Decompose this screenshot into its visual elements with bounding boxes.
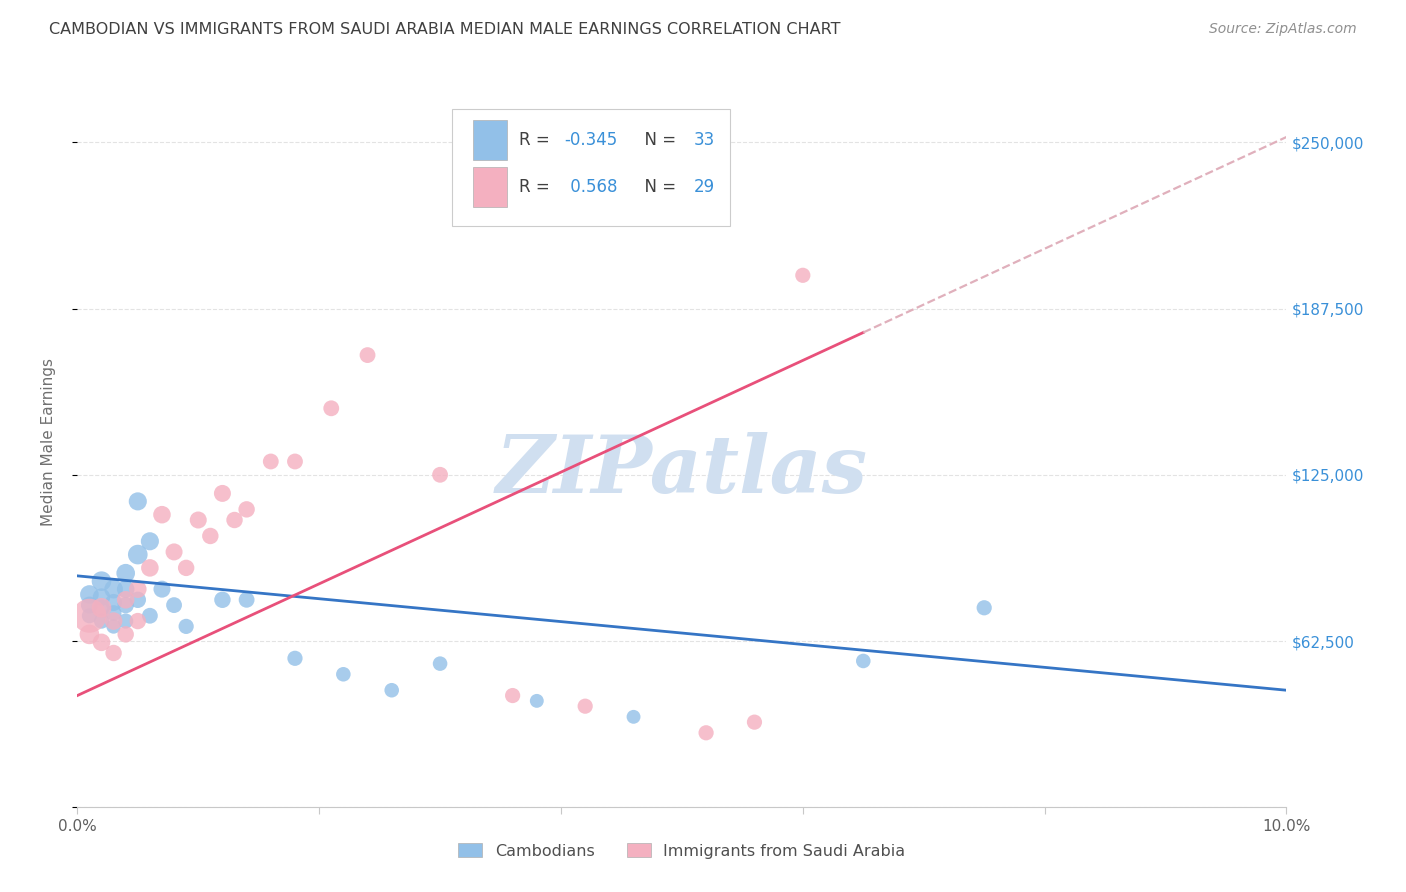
Point <box>174 619 197 633</box>
Point <box>526 694 548 708</box>
Point <box>695 726 717 740</box>
Point <box>150 508 173 522</box>
Point <box>429 657 451 671</box>
Point <box>79 598 101 612</box>
Point <box>90 574 112 589</box>
Point <box>103 595 125 609</box>
Point <box>139 561 162 575</box>
Point <box>114 566 136 581</box>
Point <box>127 582 149 596</box>
Point <box>103 582 125 596</box>
Point <box>321 401 343 416</box>
Legend: Cambodians, Immigrants from Saudi Arabia: Cambodians, Immigrants from Saudi Arabia <box>451 837 912 865</box>
Point <box>574 699 596 714</box>
Point <box>260 454 283 468</box>
Text: N =: N = <box>634 178 681 196</box>
Point <box>127 494 149 508</box>
Point <box>744 715 766 730</box>
Point <box>792 268 814 283</box>
Text: CAMBODIAN VS IMMIGRANTS FROM SAUDI ARABIA MEDIAN MALE EARNINGS CORRELATION CHART: CAMBODIAN VS IMMIGRANTS FROM SAUDI ARABI… <box>49 22 841 37</box>
Text: R =: R = <box>519 178 560 196</box>
Text: Source: ZipAtlas.com: Source: ZipAtlas.com <box>1209 22 1357 37</box>
Point <box>114 592 136 607</box>
Point <box>284 454 307 468</box>
Point <box>200 529 222 543</box>
Point <box>235 502 257 516</box>
FancyBboxPatch shape <box>472 167 506 208</box>
Point <box>163 545 186 559</box>
Point <box>103 614 125 628</box>
Point <box>103 619 125 633</box>
Point <box>973 600 995 615</box>
Point <box>90 614 112 628</box>
Point <box>139 608 162 623</box>
Point <box>623 710 645 724</box>
Point <box>127 548 149 562</box>
Point <box>187 513 209 527</box>
Point <box>114 614 136 628</box>
Point <box>502 689 524 703</box>
Point <box>381 683 404 698</box>
Point <box>90 600 112 615</box>
Point <box>332 667 354 681</box>
Text: 33: 33 <box>695 131 716 149</box>
Point <box>90 600 112 615</box>
Point <box>224 513 246 527</box>
Text: R =: R = <box>519 131 555 149</box>
Point <box>79 608 101 623</box>
Point <box>114 627 136 641</box>
Point <box>114 598 136 612</box>
Point <box>103 606 125 620</box>
Point <box>150 582 173 596</box>
FancyBboxPatch shape <box>453 109 730 226</box>
Text: N =: N = <box>634 131 681 149</box>
Point <box>127 614 149 628</box>
Text: -0.345: -0.345 <box>565 131 617 149</box>
Point <box>284 651 307 665</box>
Point <box>163 598 186 612</box>
Point <box>429 467 451 482</box>
Point <box>127 592 149 607</box>
Point <box>79 627 101 641</box>
Point <box>211 592 233 607</box>
Point <box>103 646 125 660</box>
FancyBboxPatch shape <box>472 120 506 160</box>
Point <box>356 348 378 362</box>
Y-axis label: Median Male Earnings: Median Male Earnings <box>42 358 56 525</box>
Point <box>852 654 875 668</box>
Point <box>211 486 233 500</box>
Point <box>79 587 101 601</box>
Point <box>235 592 257 607</box>
Text: ZIPatlas: ZIPatlas <box>496 432 868 509</box>
Point <box>139 534 162 549</box>
Point <box>114 582 136 596</box>
Text: 0.568: 0.568 <box>565 178 617 196</box>
Point <box>90 635 112 649</box>
Point <box>174 561 197 575</box>
Point <box>90 590 112 604</box>
Text: 29: 29 <box>695 178 716 196</box>
Point <box>79 608 101 623</box>
